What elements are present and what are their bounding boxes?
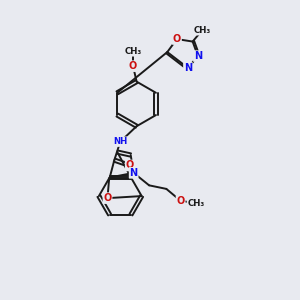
Text: O: O	[173, 34, 181, 44]
Text: CH₃: CH₃	[124, 47, 142, 56]
Text: CH₃: CH₃	[194, 26, 211, 35]
Text: O: O	[129, 61, 137, 71]
Text: O: O	[126, 160, 134, 170]
Text: N: N	[194, 51, 202, 61]
Text: O: O	[176, 196, 185, 206]
Text: O: O	[103, 193, 112, 203]
Text: NH: NH	[113, 137, 127, 146]
Text: N: N	[130, 168, 138, 178]
Text: CH₃: CH₃	[188, 199, 205, 208]
Text: N: N	[184, 63, 192, 73]
